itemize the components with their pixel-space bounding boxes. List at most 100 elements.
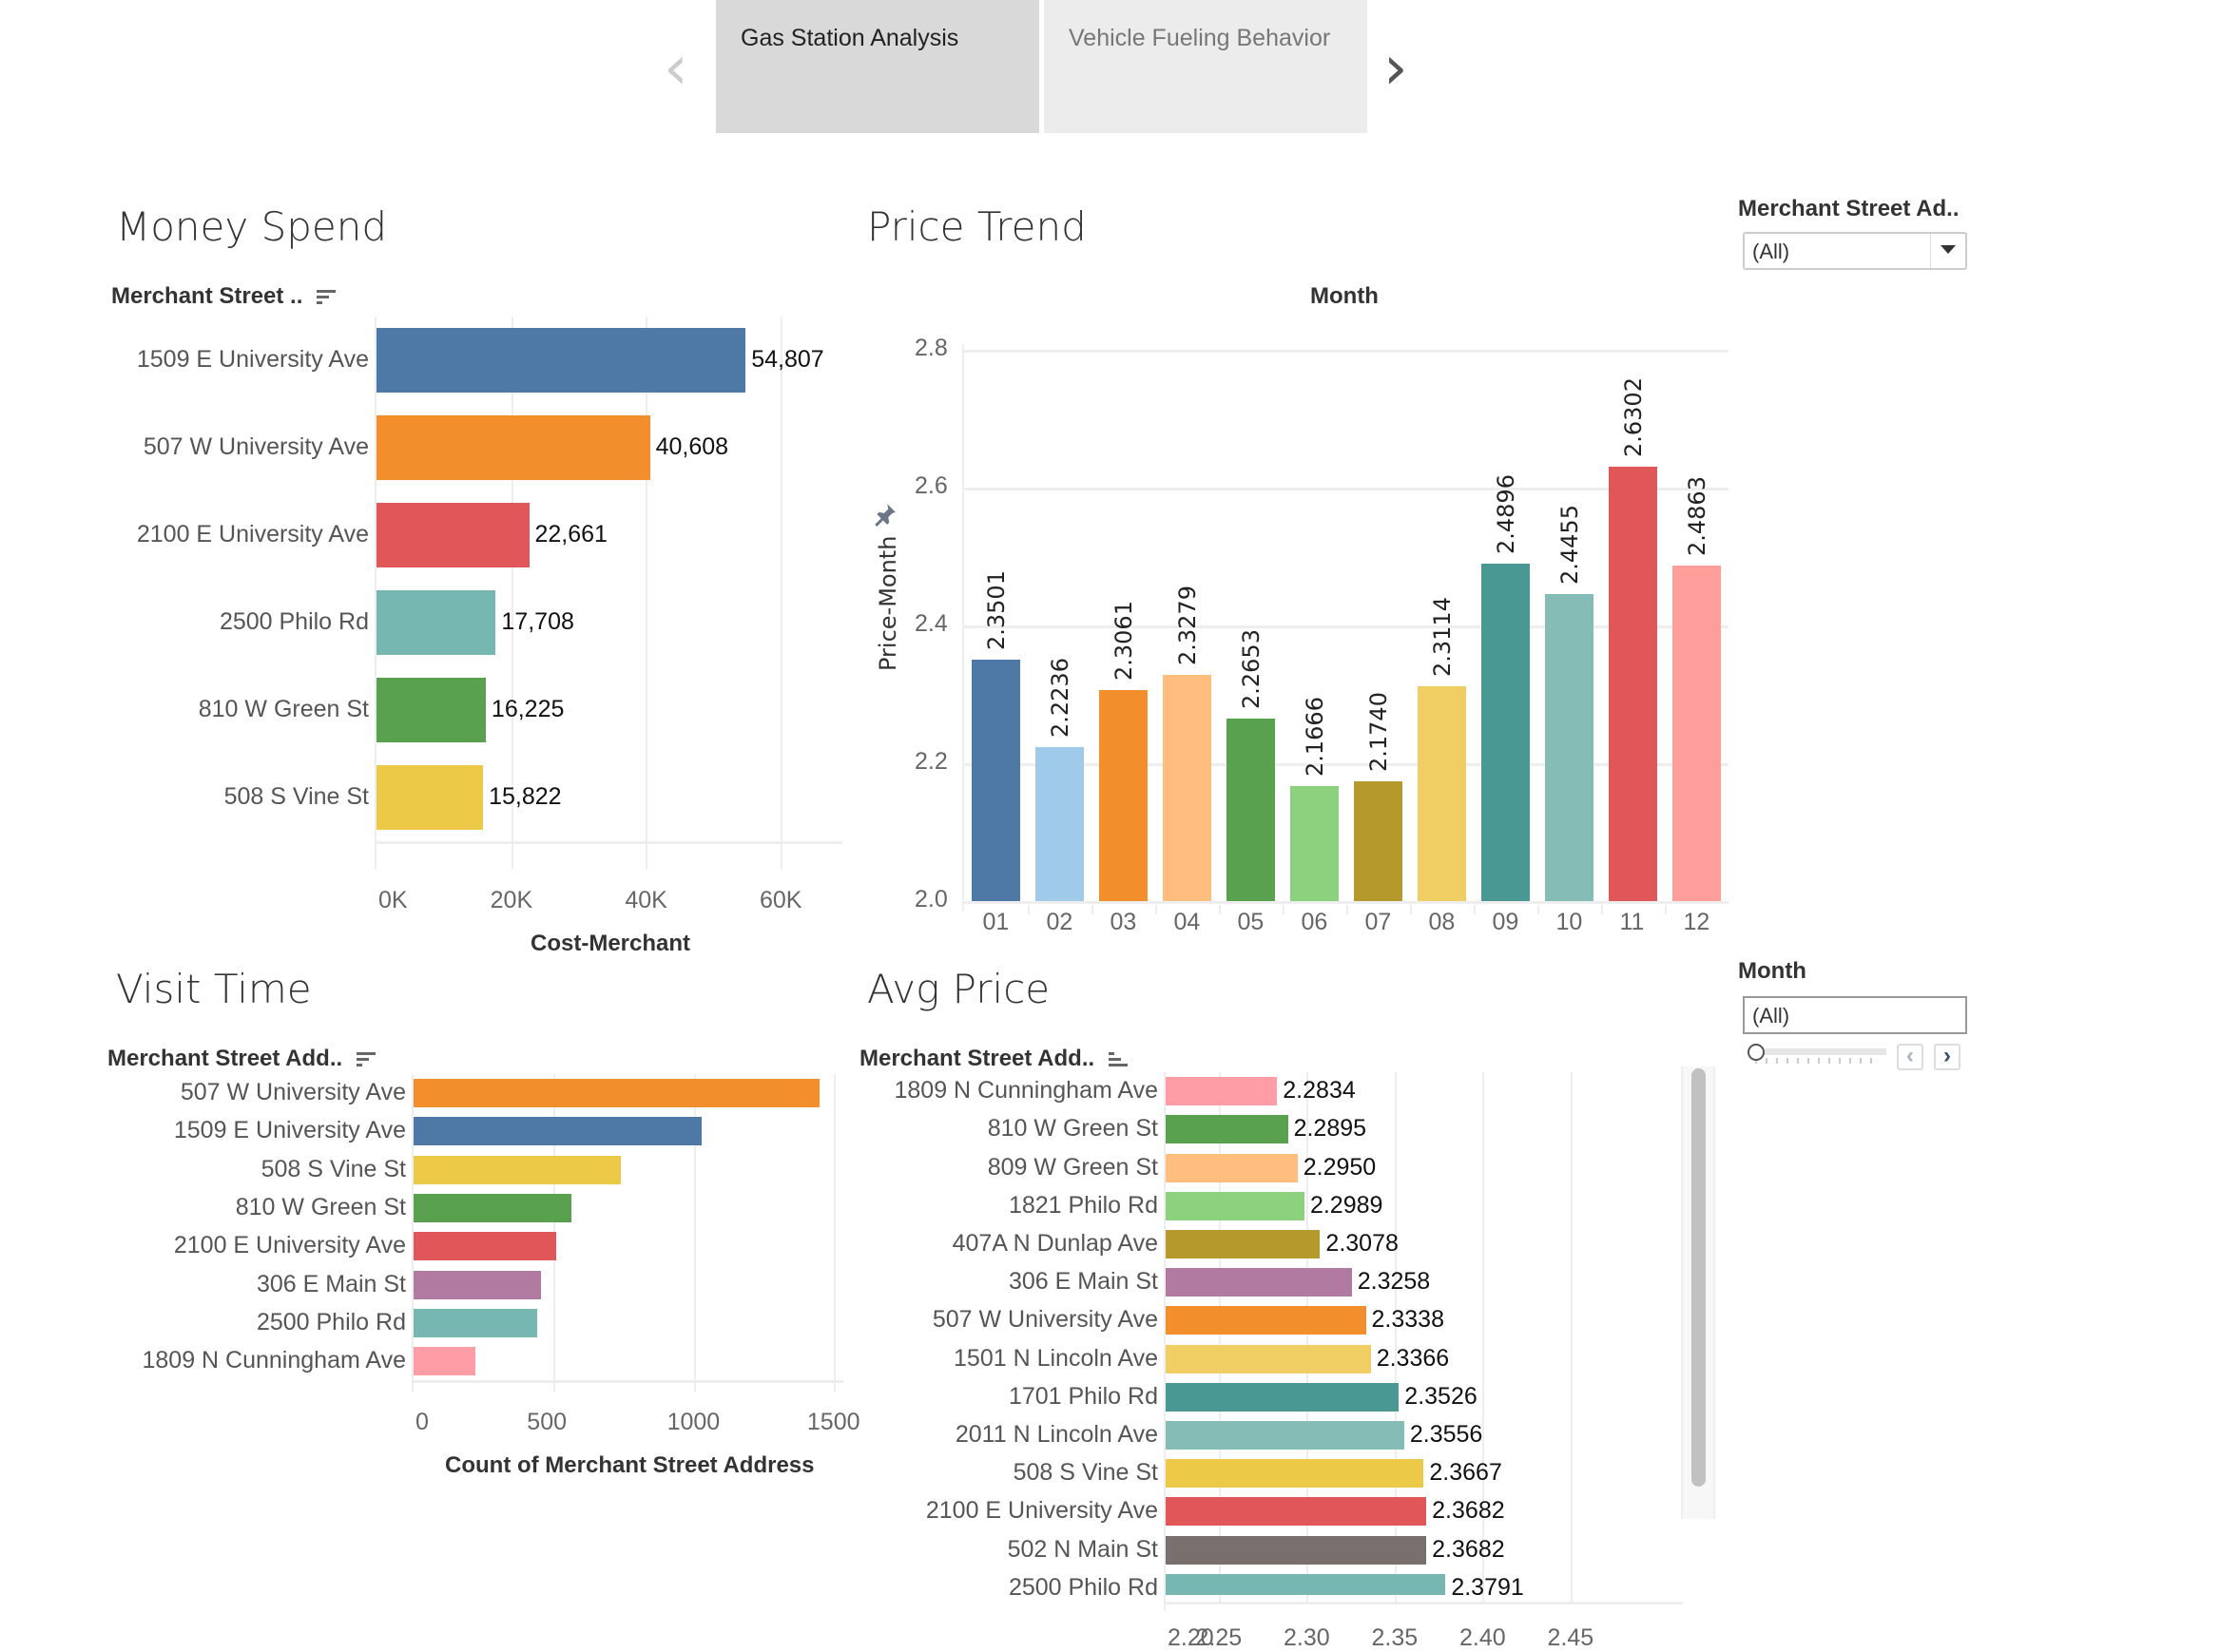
value-label: 2.2834 [1283,1077,1356,1105]
bar[interactable] [414,1232,557,1261]
money-spend-row-header[interactable]: Merchant Street .. [111,283,337,310]
x-axis-title: Cost-Merchant [531,931,691,956]
bar[interactable] [972,660,1020,901]
bar[interactable] [1166,1306,1366,1335]
bar[interactable] [1166,1420,1404,1450]
category-label: 502 N Main St [1007,1535,1158,1563]
bar[interactable] [1166,1191,1304,1220]
gridline [693,1074,696,1393]
bar[interactable] [1166,1382,1400,1412]
slider-tick [1755,1058,1757,1064]
value-label: 2.3682 [1432,1535,1505,1563]
category-label: 507 W University Ave [180,1079,406,1106]
sort-descending-icon[interactable] [356,1051,376,1068]
month-filter-label: Month [1738,958,1806,984]
bar[interactable] [1226,718,1275,901]
y-tick-label: 2.6 [915,472,948,499]
bar[interactable] [1290,786,1339,901]
sort-descending-icon[interactable] [317,289,337,306]
chevron-left-icon: ‹ [1906,1043,1914,1068]
category-label: 810 W Green St [198,696,369,722]
x-axis-title: Count of Merchant Street Address [445,1452,815,1479]
month-filter-input[interactable]: (All) [1743,996,1967,1034]
bar[interactable] [1166,1344,1371,1373]
value-label: 2.2653 [1237,628,1265,709]
bar[interactable] [1672,566,1721,901]
dropdown-divider [1930,234,1931,268]
bar[interactable] [414,1347,475,1376]
bar[interactable] [414,1117,703,1146]
tab-vehicle-fueling-behavior[interactable]: Vehicle Fueling Behavior [1044,0,1367,133]
value-label: 2.3501 [982,570,1010,651]
chevron-right-icon[interactable]: › [1383,33,1408,104]
bar[interactable] [1163,675,1211,901]
bar[interactable] [414,1079,821,1108]
month-prev-button[interactable]: ‹ [1897,1044,1923,1070]
bar[interactable] [1545,594,1593,901]
bar[interactable] [1166,1573,1446,1595]
bar[interactable] [1166,1268,1352,1297]
tick-divider [1219,905,1221,914]
bar[interactable] [1166,1229,1321,1258]
month-next-button[interactable]: › [1934,1044,1960,1070]
avg-price-scrollbar[interactable] [1681,1066,1715,1519]
value-label: 2.3258 [1357,1268,1431,1296]
merchant-filter-dropdown[interactable]: (All) [1743,232,1967,270]
bar[interactable] [1035,746,1084,901]
value-label: 2.1666 [1301,697,1328,778]
y-axis-line [1164,1072,1166,1611]
bar[interactable] [1166,1077,1278,1106]
bar[interactable] [377,503,530,567]
gridline [1482,1072,1484,1602]
scrollbar-thumb[interactable] [1691,1068,1706,1487]
avg-price-row-header[interactable]: Merchant Street Add.. [859,1046,1128,1072]
row-header-label: Merchant Street .. [111,283,303,309]
x-tick-label: 12 [1683,909,1710,935]
category-label: 2100 E University Ave [925,1497,1158,1525]
bar[interactable] [377,678,486,742]
value-label: 40,608 [655,433,729,460]
bar[interactable] [414,1270,542,1299]
chevron-left-icon[interactable]: ‹ [664,33,688,104]
category-label: 508 S Vine St [223,783,369,810]
bar[interactable] [1609,467,1657,901]
bar[interactable] [414,1194,572,1223]
value-label: 2.2895 [1293,1115,1367,1143]
caret-down-icon[interactable] [1941,245,1956,254]
x-tick-label: 07 [1364,909,1392,935]
bar[interactable] [414,1155,621,1184]
x-tick-label: 0K [378,887,408,913]
bar[interactable] [1166,1497,1427,1527]
bar[interactable] [377,590,496,655]
value-label: 2.3526 [1404,1382,1477,1410]
gridline [1306,1072,1308,1602]
tab-label: Vehicle Fueling Behavior [1069,25,1331,51]
bar[interactable] [377,415,650,480]
category-label: 507 W University Ave [932,1306,1158,1334]
y-axis-line [375,317,377,870]
pin-icon[interactable] [873,502,898,527]
tick-divider [1601,905,1603,914]
bar[interactable] [414,1308,537,1337]
x-tick-label: 2.30 [1284,1623,1330,1651]
slider-tick [1860,1058,1862,1064]
bar[interactable] [1418,686,1466,901]
bar[interactable] [1354,780,1402,901]
tab-gas-station-analysis[interactable]: Gas Station Analysis [716,0,1039,133]
bar[interactable] [1481,564,1530,901]
month-slider[interactable] [1748,1044,1890,1070]
visit-time-row-header[interactable]: Merchant Street Add.. [107,1046,376,1072]
bar[interactable] [1166,1115,1288,1144]
bar[interactable] [377,328,746,393]
slider-thumb[interactable] [1748,1044,1765,1061]
value-label: 2.3114 [1428,597,1456,678]
x-tick-label: 60K [760,887,802,913]
bar[interactable] [1099,690,1148,901]
bar[interactable] [377,765,484,830]
chevron-right-icon: › [1943,1043,1951,1068]
bar[interactable] [1166,1459,1424,1489]
tick-divider [1665,905,1667,914]
bar[interactable] [1166,1153,1298,1182]
sort-ascending-icon[interactable] [1108,1051,1128,1068]
bar[interactable] [1166,1535,1427,1565]
